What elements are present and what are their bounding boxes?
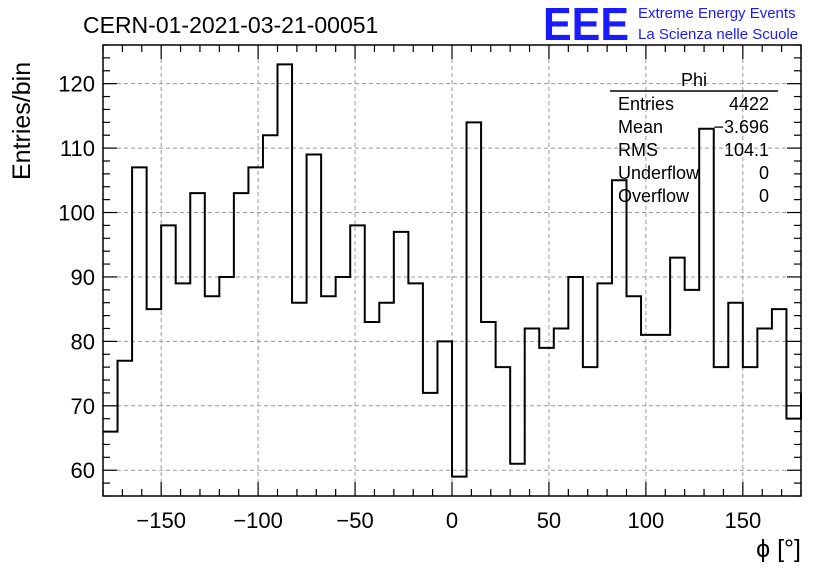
stats-box: Phi Entries 4422 Mean −3.696 RMS 104.1 Underfl… <box>610 70 778 206</box>
x-tick-label: 100 <box>628 508 665 533</box>
eee-logo: EEE <box>543 0 629 50</box>
stats-label: RMS <box>618 140 658 160</box>
stats-label: Underflow <box>618 163 700 183</box>
x-tick-label: 50 <box>537 508 561 533</box>
stats-value: 4422 <box>729 94 769 114</box>
x-tick-label: 0 <box>446 508 458 533</box>
stats-label: Overflow <box>618 186 690 206</box>
logo-line-1: Extreme Energy Events <box>638 5 796 22</box>
histogram-step-line <box>103 63 802 478</box>
y-tick-label: 80 <box>71 329 95 354</box>
stats-title: Phi <box>681 70 707 90</box>
stats-label: Entries <box>618 94 674 114</box>
stats-rows: Entries 4422 Mean −3.696 RMS 104.1 Underflow 0 O… <box>618 94 769 206</box>
x-tick-label: −100 <box>233 508 283 533</box>
y-tick-label: 110 <box>60 136 95 161</box>
stats-value: −3.696 <box>713 117 769 137</box>
stats-value: 0 <box>759 186 769 206</box>
logo-line-2: La Scienza nelle Scuole <box>638 26 798 43</box>
run-title: CERN-01-2021-03-21-00051 <box>83 12 378 38</box>
y-tick-label: 100 <box>58 201 95 226</box>
axis-ticks <box>102 44 802 497</box>
y-tick-label: 120 <box>58 72 95 97</box>
tick-labels: −150 −100 −50 0 50 100 150 60 70 80 90 100 110 120 <box>58 72 761 533</box>
x-tick-label: 150 <box>724 508 761 533</box>
stats-value: 104.1 <box>724 140 769 160</box>
stats-label: Mean <box>618 117 663 137</box>
x-tick-label: −150 <box>136 508 186 533</box>
y-tick-label: 90 <box>71 265 95 290</box>
y-tick-label: 70 <box>71 394 95 419</box>
x-axis-title: ϕ [°] <box>756 535 801 563</box>
x-tick-label: −50 <box>336 508 373 533</box>
y-tick-label: 60 <box>71 458 95 483</box>
stats-value: 0 <box>759 163 769 183</box>
y-axis-title: Entries/bin <box>8 62 36 180</box>
